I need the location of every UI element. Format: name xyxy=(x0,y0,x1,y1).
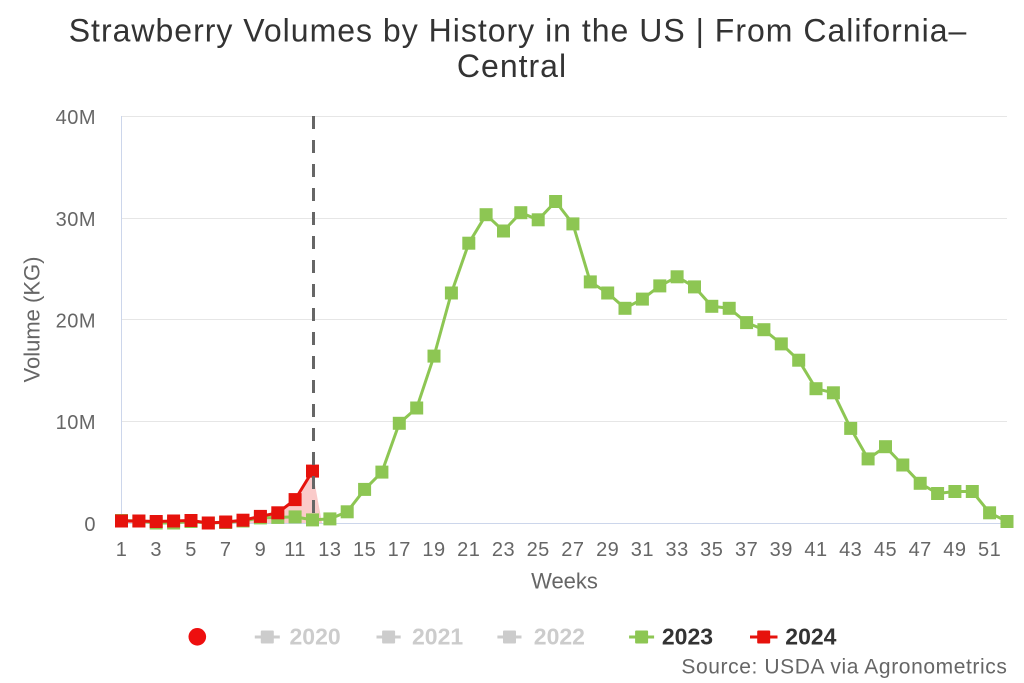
svg-text:Volume (KG): Volume (KG) xyxy=(20,257,45,383)
svg-text:25: 25 xyxy=(527,539,550,561)
svg-text:43: 43 xyxy=(839,539,862,561)
svg-text:11: 11 xyxy=(284,539,306,561)
svg-text:29: 29 xyxy=(596,539,619,561)
svg-text:9: 9 xyxy=(255,539,267,561)
svg-text:21: 21 xyxy=(457,539,480,561)
svg-text:Strawberry Volumes by History: Strawberry Volumes by History in the US … xyxy=(69,13,968,49)
svg-text:49: 49 xyxy=(943,539,966,561)
svg-text:2022: 2022 xyxy=(534,624,585,650)
svg-text:27: 27 xyxy=(561,539,584,561)
svg-text:Central: Central xyxy=(457,48,567,84)
svg-text:31: 31 xyxy=(631,539,654,561)
svg-text:15: 15 xyxy=(353,539,376,561)
svg-text:47: 47 xyxy=(909,539,932,561)
svg-text:41: 41 xyxy=(804,539,827,561)
svg-text:0: 0 xyxy=(84,514,96,536)
svg-text:Source: USDA via Agronometrics: Source: USDA via Agronometrics xyxy=(681,656,1007,679)
svg-text:39: 39 xyxy=(770,539,793,561)
svg-text:2024: 2024 xyxy=(785,624,836,650)
svg-text:2023: 2023 xyxy=(662,624,713,650)
svg-text:13: 13 xyxy=(318,539,341,561)
svg-text:7: 7 xyxy=(220,539,232,561)
svg-text:23: 23 xyxy=(492,539,515,561)
svg-text:3: 3 xyxy=(150,539,162,561)
svg-text:40M: 40M xyxy=(56,107,96,129)
svg-text:35: 35 xyxy=(700,539,723,561)
svg-text:10M: 10M xyxy=(56,412,96,434)
svg-text:19: 19 xyxy=(422,539,445,561)
svg-text:17: 17 xyxy=(388,539,411,561)
svg-text:30M: 30M xyxy=(56,209,96,231)
svg-text:1: 1 xyxy=(116,539,128,561)
svg-text:45: 45 xyxy=(874,539,897,561)
svg-text:33: 33 xyxy=(665,539,688,561)
svg-text:37: 37 xyxy=(735,539,758,561)
svg-text:2020: 2020 xyxy=(290,624,341,650)
svg-text:5: 5 xyxy=(185,539,197,561)
svg-text:20M: 20M xyxy=(56,311,96,333)
svg-text:2021: 2021 xyxy=(412,624,463,650)
svg-text:51: 51 xyxy=(978,539,1001,561)
svg-text:Weeks: Weeks xyxy=(531,569,598,594)
